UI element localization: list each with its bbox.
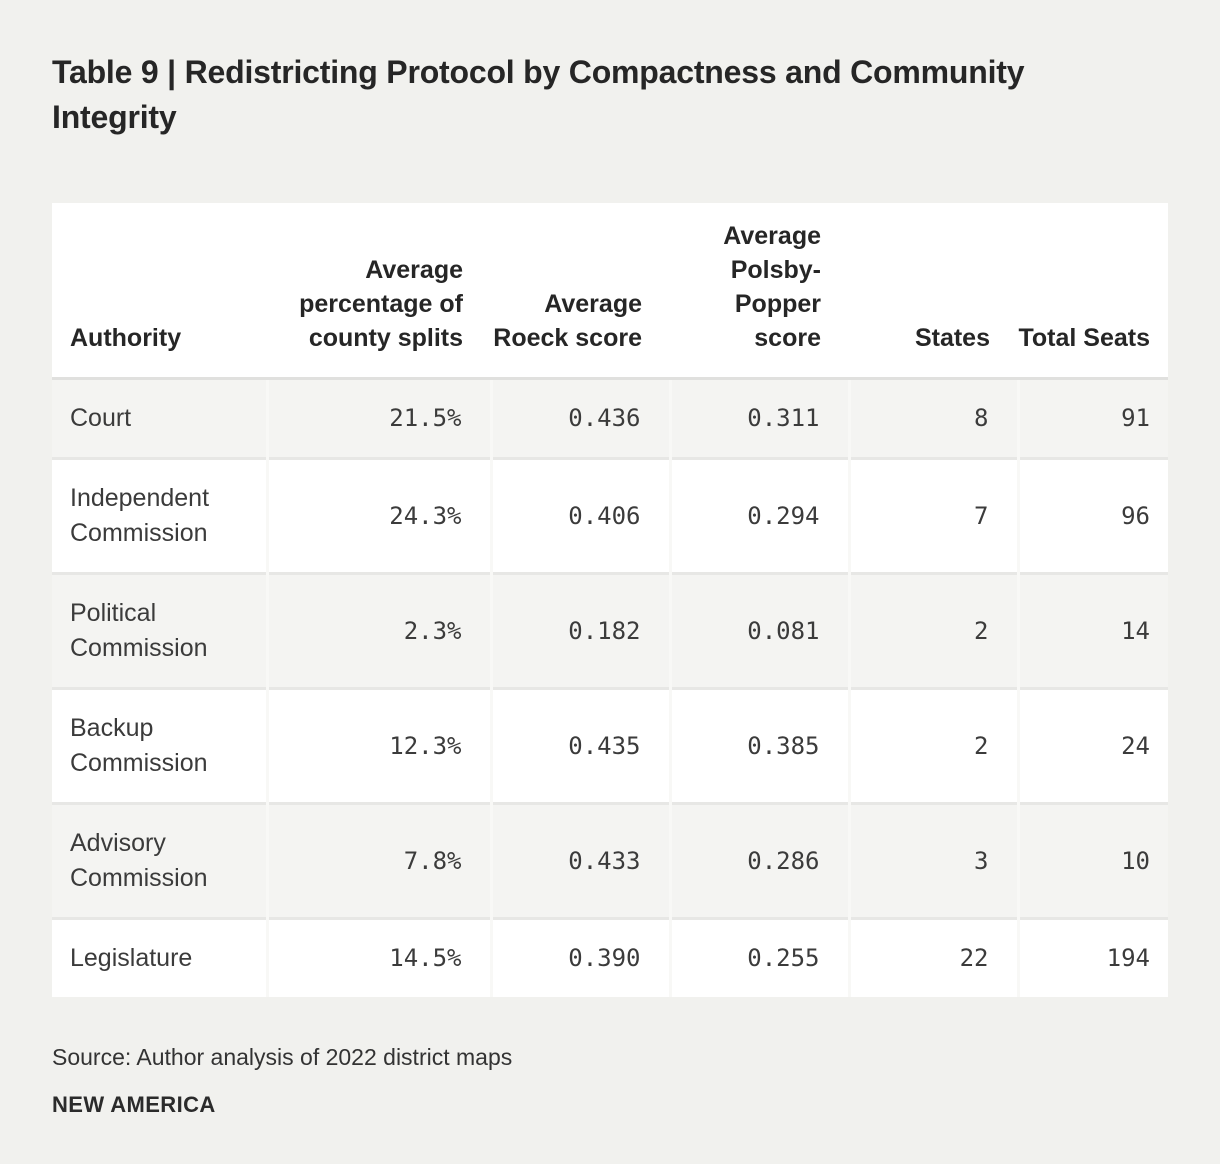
- total-seats-cell: 10: [1016, 802, 1168, 919]
- authority-cell: Legislature: [52, 917, 267, 997]
- column-header-county-splits: Average percentage of county splits: [267, 203, 491, 380]
- table-row: Advisory Commission 7.8% 0.433 0.286 3 1…: [52, 802, 1168, 919]
- roeck-score-cell: 0.406: [489, 457, 670, 574]
- column-header-total-seats: Total Seats: [1018, 203, 1168, 380]
- table-row: Legislature 14.5% 0.390 0.255 22 194: [52, 917, 1168, 997]
- states-cell: 7: [847, 457, 1018, 574]
- table-row: Court 21.5% 0.436 0.311 8 91: [52, 378, 1168, 459]
- total-seats-cell: 194: [1016, 917, 1168, 997]
- authority-cell: Advisory Commission: [52, 802, 267, 919]
- column-header-authority: Authority: [52, 203, 267, 380]
- total-seats-cell: 14: [1016, 572, 1168, 689]
- table-row: Backup Commission 12.3% 0.435 0.385 2 24: [52, 687, 1168, 804]
- roeck-score-cell: 0.182: [489, 572, 670, 689]
- column-header-states: States: [849, 203, 1018, 380]
- authority-cell: Independent Commission: [52, 457, 267, 574]
- header-row: Authority Average percentage of county s…: [52, 203, 1168, 380]
- states-cell: 2: [847, 687, 1018, 804]
- roeck-score-cell: 0.433: [489, 802, 670, 919]
- source-note: Source: Author analysis of 2022 district…: [52, 1044, 513, 1070]
- roeck-score-cell: 0.390: [489, 917, 670, 997]
- polsby-popper-score-cell: 0.286: [668, 802, 849, 919]
- states-cell: 22: [847, 917, 1018, 997]
- county-splits-cell: 14.5%: [265, 917, 491, 997]
- table-title: Table 9 | Redistricting Protocol by Comp…: [52, 54, 1025, 135]
- authority-cell: Court: [52, 378, 267, 459]
- county-splits-cell: 21.5%: [265, 378, 491, 459]
- column-header-polsby-popper-score: Average Polsby-Popper score: [670, 203, 849, 380]
- polsby-popper-score-cell: 0.255: [668, 917, 849, 997]
- data-table: Authority Average percentage of county s…: [52, 203, 1168, 997]
- table-row: Independent Commission 24.3% 0.406 0.294…: [52, 457, 1168, 574]
- total-seats-cell: 96: [1016, 457, 1168, 574]
- authority-cell: Political Commission: [52, 572, 267, 689]
- states-cell: 3: [847, 802, 1018, 919]
- total-seats-cell: 24: [1016, 687, 1168, 804]
- total-seats-cell: 91: [1016, 378, 1168, 459]
- polsby-popper-score-cell: 0.311: [668, 378, 849, 459]
- roeck-score-cell: 0.436: [489, 378, 670, 459]
- polsby-popper-score-cell: 0.385: [668, 687, 849, 804]
- county-splits-cell: 7.8%: [265, 802, 491, 919]
- roeck-score-cell: 0.435: [489, 687, 670, 804]
- brand-wordmark: NEW AMERICA: [52, 1092, 216, 1117]
- county-splits-cell: 12.3%: [265, 687, 491, 804]
- county-splits-cell: 2.3%: [265, 572, 491, 689]
- table-row: Political Commission 2.3% 0.182 0.081 2 …: [52, 572, 1168, 689]
- authority-cell: Backup Commission: [52, 687, 267, 804]
- polsby-popper-score-cell: 0.081: [668, 572, 849, 689]
- column-header-roeck-score: Average Roeck score: [491, 203, 670, 380]
- county-splits-cell: 24.3%: [265, 457, 491, 574]
- states-cell: 8: [847, 378, 1018, 459]
- states-cell: 2: [847, 572, 1018, 689]
- polsby-popper-score-cell: 0.294: [668, 457, 849, 574]
